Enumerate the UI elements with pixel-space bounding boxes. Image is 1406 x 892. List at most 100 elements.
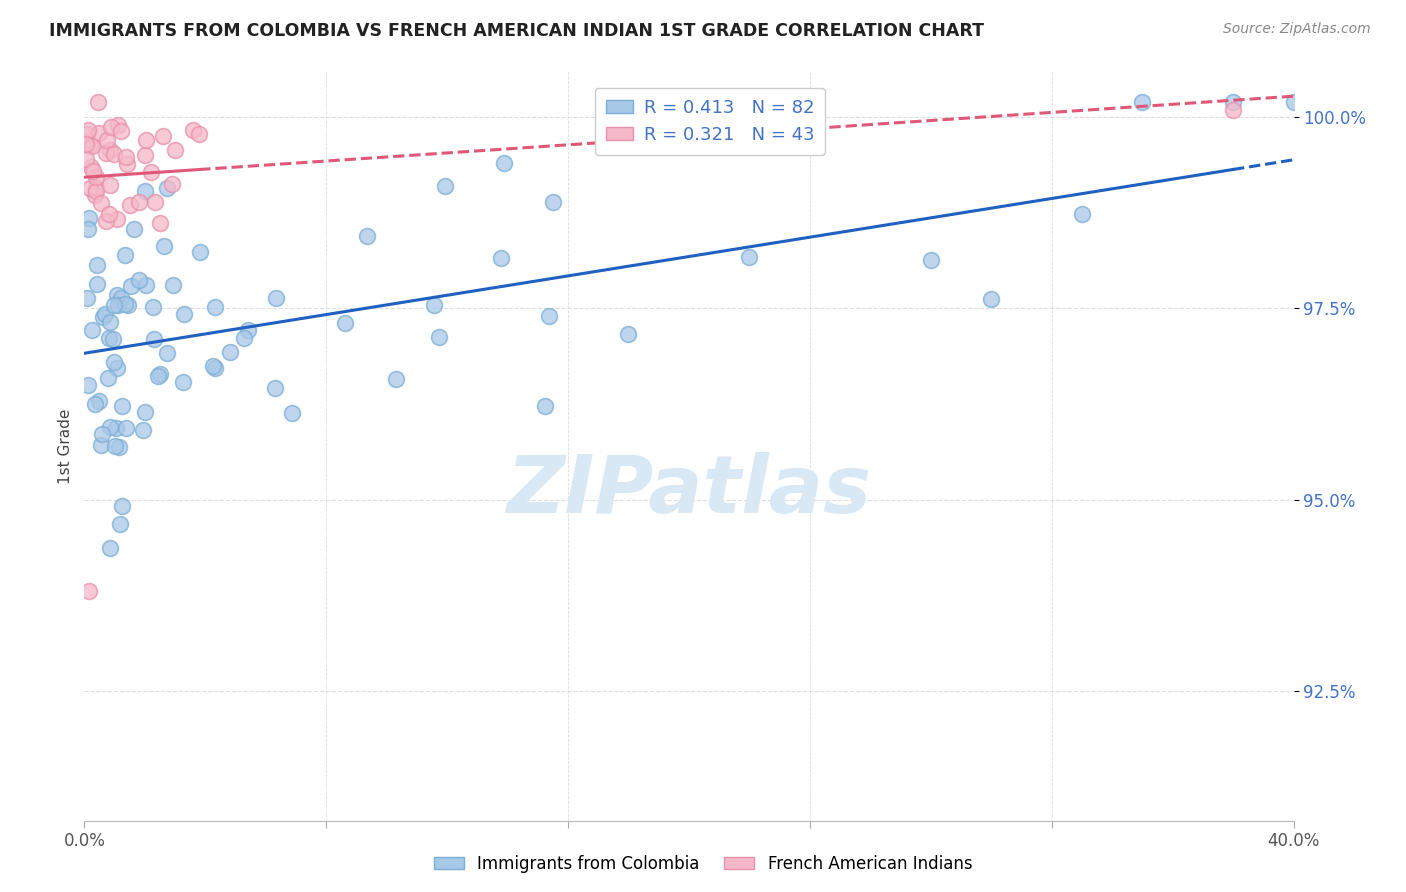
Point [77, 584, 100, 599]
Point [162, 277, 184, 292]
Point [114, 248, 136, 262]
Point [86, 258, 108, 272]
Point [738, 250, 761, 264]
Text: IMMIGRANTS FROM COLOMBIA VS FRENCH AMERICAN INDIAN 1ST GRADE CORRELATION CHART: IMMIGRANTS FROM COLOMBIA VS FRENCH AMERI… [49, 22, 984, 40]
Point [84, 170, 107, 185]
Point [384, 372, 406, 386]
Point [91, 426, 114, 441]
Point [204, 300, 226, 314]
Point [75, 136, 97, 151]
Point [139, 164, 162, 178]
Point [94, 307, 117, 321]
Point [134, 148, 156, 162]
Point [264, 291, 287, 305]
Point [103, 355, 125, 369]
Point [80, 160, 103, 174]
Point [172, 375, 194, 389]
Point [117, 298, 139, 312]
Point [236, 323, 259, 337]
Point [77, 123, 100, 137]
Point [76, 291, 98, 305]
Point [86, 277, 108, 291]
Point [77, 222, 100, 236]
Point [434, 178, 457, 193]
Point [84, 180, 107, 194]
Point [128, 195, 150, 210]
Point [107, 440, 129, 454]
Point [333, 316, 356, 330]
Point [149, 367, 172, 381]
Point [97, 207, 120, 221]
Legend: R = 0.413   N = 82, R = 0.321   N = 43: R = 0.413 N = 82, R = 0.321 N = 43 [595, 88, 825, 154]
Point [920, 252, 942, 267]
Point [114, 150, 136, 164]
Point [82, 163, 104, 178]
Point [120, 279, 142, 293]
Point [105, 288, 128, 302]
Point [533, 399, 555, 413]
Point [143, 195, 166, 210]
Point [1071, 206, 1094, 220]
Point [96, 146, 118, 161]
Point [188, 127, 211, 141]
Point [107, 118, 129, 132]
Point [118, 198, 141, 212]
Point [90, 438, 112, 452]
Point [100, 120, 122, 135]
Point [429, 330, 451, 344]
Point [115, 421, 138, 435]
Point [98, 314, 121, 328]
Point [76, 127, 98, 141]
Point [98, 144, 121, 158]
Point [115, 157, 138, 171]
Point [98, 420, 121, 434]
Point [124, 222, 146, 236]
Point [105, 211, 128, 226]
Point [90, 196, 112, 211]
Point [111, 500, 134, 514]
Text: ZIPatlas: ZIPatlas [506, 452, 872, 530]
Point [173, 307, 195, 321]
Point [160, 178, 183, 192]
Point [134, 405, 156, 419]
Point [103, 298, 125, 312]
Point [264, 381, 287, 395]
Point [91, 310, 114, 324]
Point [105, 361, 128, 376]
Point [84, 188, 107, 202]
Point [142, 300, 165, 314]
Point [100, 541, 122, 556]
Point [77, 211, 100, 226]
Point [110, 291, 132, 305]
Point [1222, 95, 1244, 109]
Point [84, 397, 107, 411]
Point [87, 126, 110, 140]
Point [156, 180, 179, 194]
Point [153, 238, 176, 252]
Point [94, 213, 117, 227]
Point [135, 278, 157, 293]
Point [281, 406, 304, 420]
Point [75, 153, 97, 167]
Point [134, 184, 156, 198]
Point [219, 345, 242, 359]
Point [489, 251, 512, 265]
Point [148, 216, 170, 230]
Point [204, 360, 226, 375]
Point [181, 123, 204, 137]
Point [97, 371, 120, 385]
Point [111, 399, 134, 413]
Point [356, 228, 378, 243]
Point [110, 124, 132, 138]
Point [538, 310, 561, 324]
Point [79, 181, 101, 195]
Point [135, 133, 157, 147]
Point [98, 178, 121, 192]
Point [82, 323, 104, 337]
Point [165, 144, 187, 158]
Point [103, 332, 125, 346]
Point [87, 95, 110, 109]
Point [104, 439, 127, 453]
Point [143, 332, 166, 346]
Point [617, 326, 640, 341]
